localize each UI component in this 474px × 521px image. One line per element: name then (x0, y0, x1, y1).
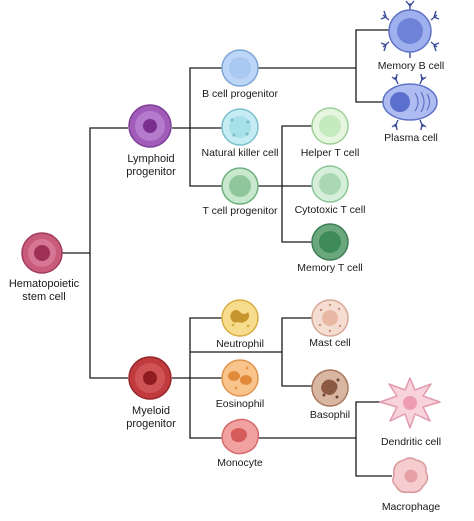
myeloid-label-line-2: progenitor (126, 418, 176, 430)
connector-hsc-myeloid (89, 253, 128, 379)
hematopoietic-label-line-1: Hematopoietic (8, 278, 80, 290)
basophil-cell (311, 369, 349, 407)
mast-cell (311, 299, 349, 337)
connector-lymphoid-branches (172, 67, 222, 187)
connector-granulocyte-branches (190, 317, 312, 387)
myeloid-label-line-1: Myeloid (132, 405, 170, 417)
neutrophil-cell (221, 299, 259, 337)
label-t-cell-progenitor: T cell progenitor (202, 205, 278, 217)
lymphoid-label-line-2: progenitor (126, 166, 176, 178)
label-macrophage: Macrophage (381, 501, 441, 513)
label-lymphoid-progenitor: Lymphoid progenitor (126, 153, 176, 179)
memory-t-cell (311, 223, 349, 261)
monocyte-cell (221, 418, 260, 455)
label-hematopoietic-stem-cell: Hematopoietic stem cell (9, 278, 79, 304)
connector-myeloid-branches (172, 317, 222, 439)
myeloid-progenitor-cell (128, 356, 172, 400)
label-helper-t-cell: Helper T cell (300, 147, 360, 159)
label-dendritic-cell: Dendritic cell (380, 436, 442, 448)
lymphoid-progenitor-cell (128, 104, 172, 148)
label-natural-killer-cell: Natural killer cell (201, 147, 279, 159)
connector-t-branches (258, 125, 312, 243)
label-b-cell-progenitor: B cell progenitor (202, 88, 278, 100)
connector-b-branches (258, 29, 392, 103)
cytotoxic-t-cell (311, 165, 349, 203)
hematopoietic-stem-cell (21, 232, 63, 274)
label-myeloid-progenitor: Myeloid progenitor (126, 405, 176, 431)
label-plasma-cell: Plasma cell (384, 132, 438, 144)
label-neutrophil: Neutrophil (216, 338, 264, 350)
dendritic-cell (379, 377, 441, 429)
plasma-cell (382, 73, 438, 131)
label-cytotoxic-t-cell: Cytotoxic T cell (294, 204, 366, 216)
eosinophil-cell (221, 359, 259, 397)
b-cell-progenitor-cell (221, 49, 259, 87)
natural-killer-cell (221, 108, 259, 146)
connector-lines (42, 29, 392, 477)
label-eosinophil: Eosinophil (215, 398, 265, 410)
lymphoid-label-line-1: Lymphoid (127, 153, 175, 165)
memory-b-cell (380, 0, 440, 58)
connector-monocyte-branches (258, 401, 392, 477)
label-mast-cell: Mast cell (309, 337, 351, 349)
macrophage-cell (392, 457, 429, 494)
helper-t-cell (311, 107, 349, 145)
label-memory-b-cell: Memory B cell (377, 60, 445, 72)
label-monocyte: Monocyte (217, 457, 263, 469)
label-basophil: Basophil (309, 409, 351, 421)
connector-hsc-lymphoid (42, 127, 128, 254)
t-cell-progenitor-cell (221, 167, 259, 205)
hematopoietic-label-line-2: stem cell (22, 291, 66, 303)
label-memory-t-cell: Memory T cell (297, 262, 363, 274)
